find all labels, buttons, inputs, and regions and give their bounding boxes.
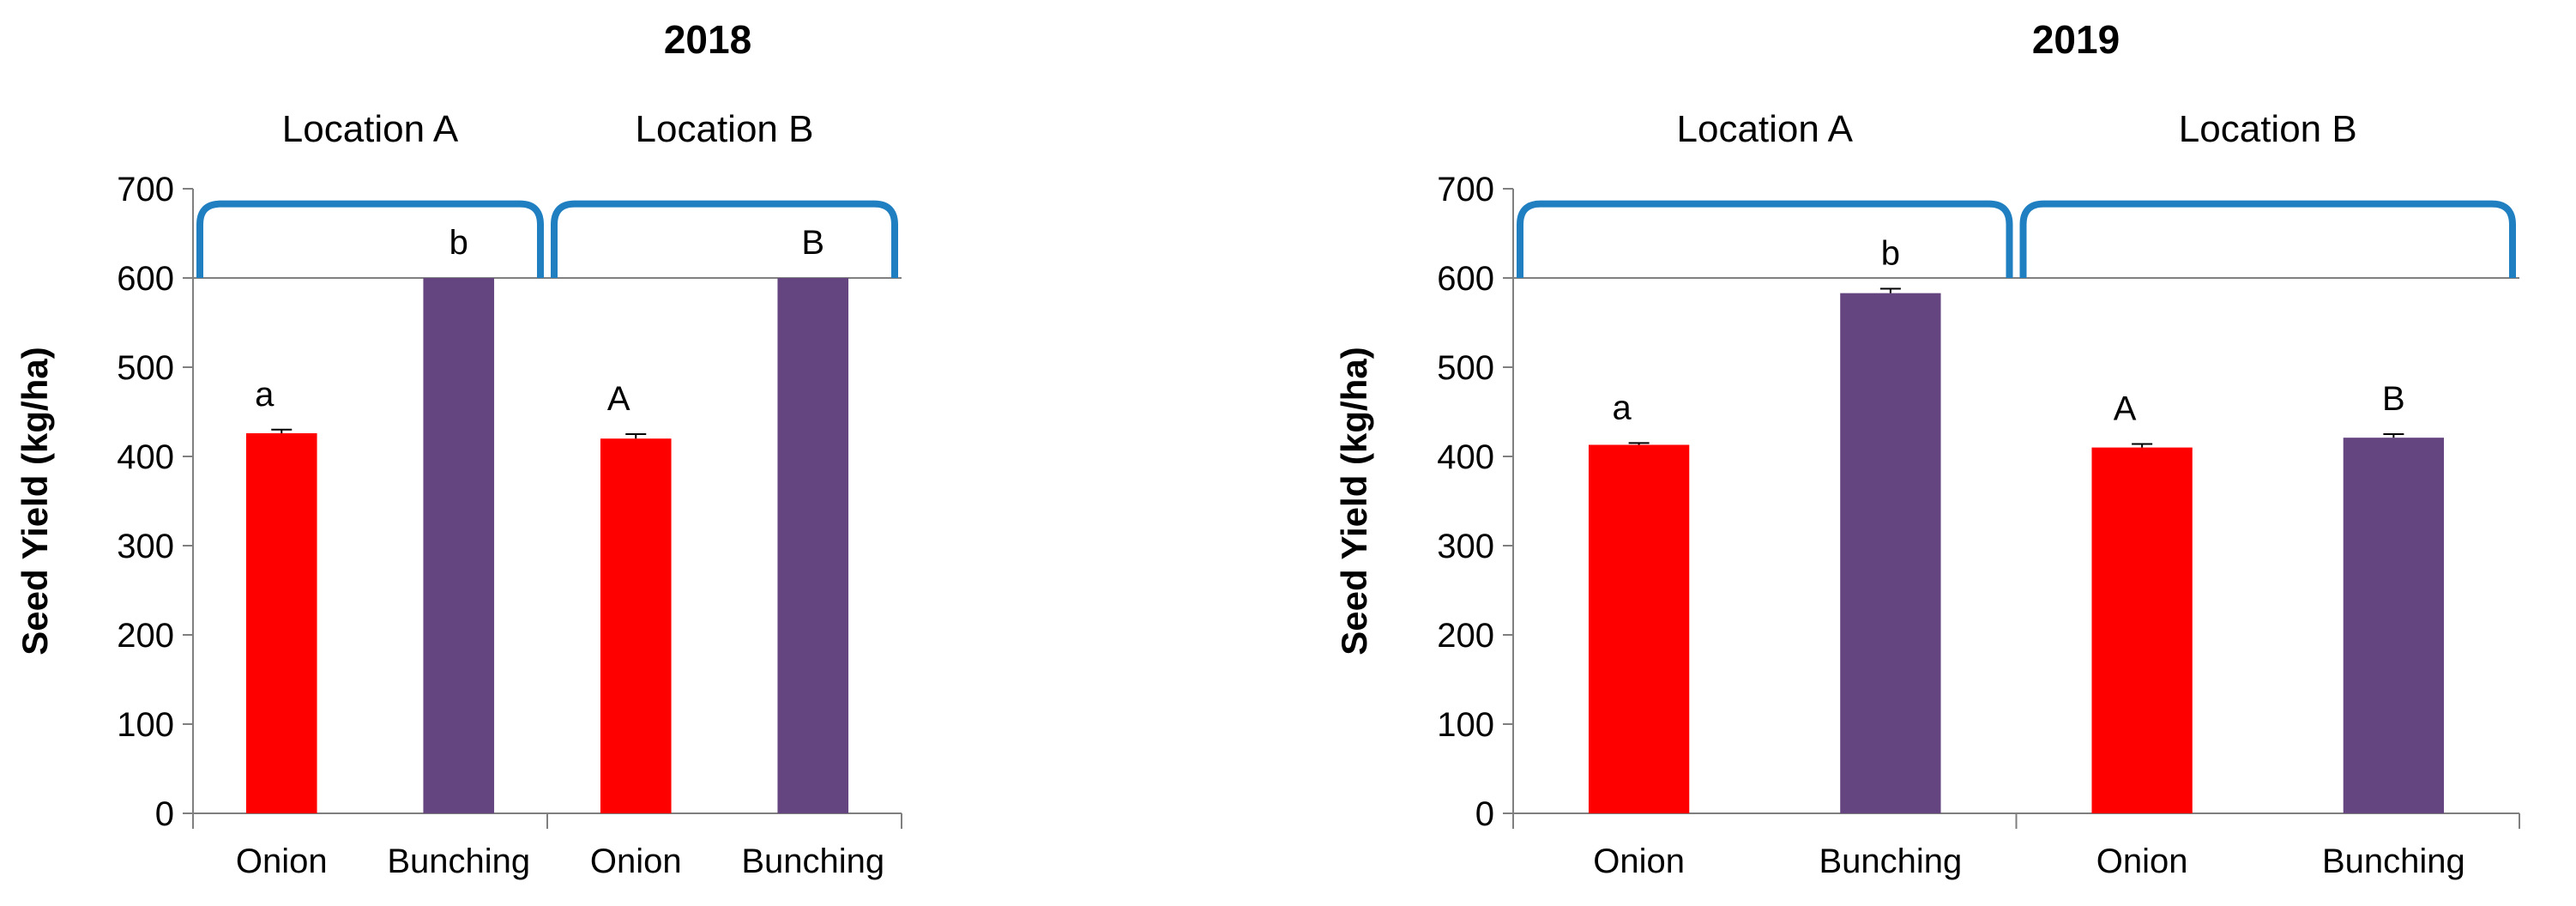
significance-letter: B — [2382, 380, 2405, 418]
group-bracket — [551, 200, 898, 278]
y-tick-label: 700 — [1437, 171, 1494, 208]
y-tick-label: 500 — [117, 349, 174, 387]
y-tick-label: 600 — [117, 260, 174, 298]
significance-letter: A — [2114, 390, 2137, 427]
y-axis-label: Seed Yield (kg/ha) — [15, 347, 55, 655]
y-tick-label: 300 — [1437, 528, 1494, 565]
significance-letter: b — [449, 224, 468, 262]
x-tick-label: Bunching — [2322, 843, 2465, 880]
group-bracket — [196, 200, 544, 278]
x-tick-label: Onion — [236, 843, 328, 880]
location-label: Location A — [282, 108, 459, 150]
chart-title: 2019 — [2032, 17, 2120, 62]
y-tick-label: 500 — [1437, 349, 1494, 387]
significance-letter: b — [1881, 234, 1900, 272]
bar-bunching — [423, 278, 495, 813]
y-tick-label: 0 — [155, 795, 174, 833]
x-tick-label: Onion — [2096, 843, 2188, 880]
x-tick-label: Onion — [1593, 843, 1685, 880]
y-tick-label: 300 — [117, 528, 174, 565]
significance-letter: A — [607, 380, 630, 418]
x-tick-label: Bunching — [741, 843, 884, 880]
location-label: Location B — [2179, 108, 2357, 150]
y-tick-label: 100 — [117, 706, 174, 744]
y-tick-label: 600 — [1437, 260, 1494, 298]
significance-letter: B — [801, 224, 824, 262]
bar-onion — [245, 432, 317, 813]
x-tick-label: Bunching — [387, 843, 530, 880]
y-axis-label: Seed Yield (kg/ha) — [1334, 347, 1374, 655]
bar-bunching — [1840, 293, 1941, 813]
y-tick-label: 400 — [117, 438, 174, 476]
bar-onion — [1588, 444, 1690, 813]
x-tick-label: Bunching — [1819, 843, 1962, 880]
y-tick-label: 0 — [1475, 795, 1494, 833]
significance-letter: a — [1613, 389, 1632, 426]
bar-bunching — [2343, 438, 2445, 813]
y-tick-label: 400 — [1437, 438, 1494, 476]
y-tick-label: 100 — [1437, 706, 1494, 744]
significance-letter: a — [255, 376, 274, 414]
y-tick-label: 200 — [1437, 617, 1494, 655]
bar-onion — [2091, 447, 2193, 813]
y-tick-label: 700 — [117, 171, 174, 208]
y-tick-label: 200 — [117, 617, 174, 655]
group-bracket — [1517, 200, 2013, 278]
chart-title: 2018 — [664, 17, 751, 62]
location-label: Location A — [1677, 108, 1854, 150]
bar-bunching — [777, 278, 849, 813]
bar-onion — [600, 438, 672, 813]
location-label: Location B — [636, 108, 814, 150]
group-bracket — [2019, 200, 2516, 278]
x-tick-label: Onion — [590, 843, 682, 880]
